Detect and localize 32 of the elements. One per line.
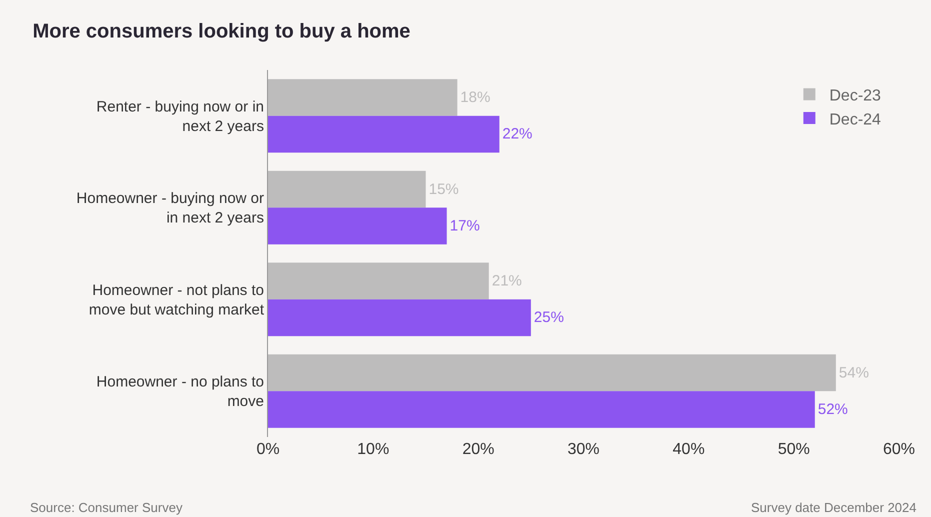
chart-title: More consumers looking to buy a home: [32, 20, 410, 42]
bar: [268, 299, 531, 336]
data-label: 18%: [460, 89, 490, 106]
y-tick-label: Renter - buying now or in next 2 years: [96, 98, 264, 135]
legend-label: Dec-24: [829, 111, 882, 128]
bar: [268, 391, 815, 428]
x-tick-label: 0%: [256, 441, 280, 458]
data-label: 17%: [450, 217, 480, 234]
bar: [268, 354, 836, 392]
legend-label: Dec-23: [829, 87, 882, 104]
bar: [268, 262, 489, 300]
y-tick-label: Homeowner - buying now or in next 2 years: [76, 190, 264, 227]
data-label: 25%: [534, 309, 564, 326]
bar: [268, 170, 426, 208]
x-tick-label: 40%: [672, 441, 705, 458]
x-tick-label: 10%: [357, 441, 390, 458]
x-tick-label: 20%: [462, 441, 494, 458]
text: Survey date December 2024: [751, 500, 916, 515]
y-tick-label: Homeowner - no plans to move: [96, 374, 264, 410]
x-tick-label: 30%: [567, 441, 600, 458]
data-label: 54%: [838, 364, 869, 382]
x-tick-label: 60%: [882, 441, 916, 458]
data-label: 52%: [818, 400, 848, 418]
bar: [268, 116, 500, 153]
x-tick-label: 50%: [778, 441, 810, 458]
data-label: 21%: [492, 272, 522, 290]
bar: [268, 208, 447, 244]
bar: [268, 79, 458, 116]
source-note: Source: Consumer Survey: [30, 500, 183, 515]
data-label: 15%: [428, 180, 459, 198]
y-tick-label: Homeowner - not plans to move but watching market: [88, 282, 265, 318]
data-label: 22%: [502, 126, 532, 143]
